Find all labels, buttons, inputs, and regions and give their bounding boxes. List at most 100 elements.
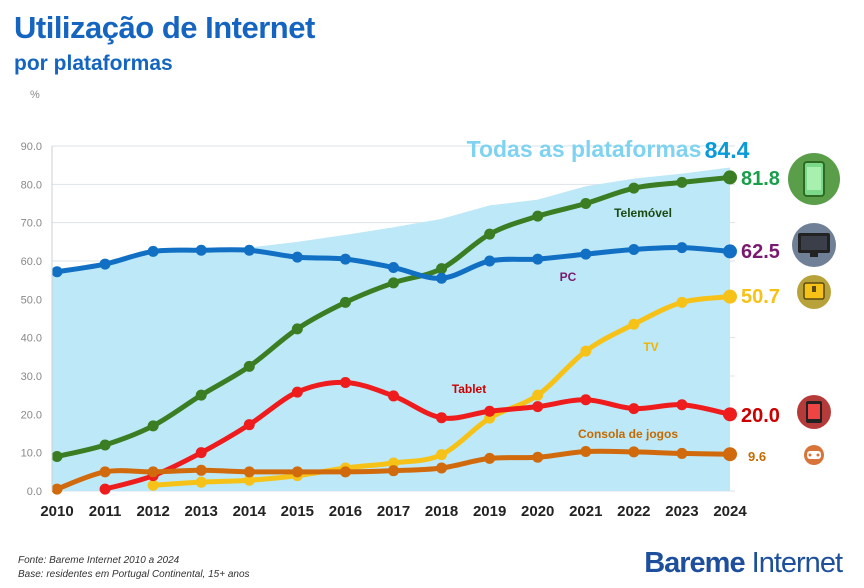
x-tick-label: 2015 bbox=[281, 503, 314, 520]
series-final-value: 9.6 bbox=[748, 449, 766, 464]
x-tick-label: 2016 bbox=[329, 503, 362, 520]
x-tick-label: 2013 bbox=[185, 503, 218, 520]
series-name-label: Telemóvel bbox=[614, 206, 672, 220]
data-point bbox=[532, 401, 544, 413]
data-point bbox=[339, 296, 351, 308]
area-all-platforms bbox=[52, 167, 730, 491]
data-point bbox=[484, 228, 496, 240]
data-point bbox=[628, 403, 640, 415]
y-tick-label: 70.0 bbox=[21, 218, 42, 230]
x-tick-label: 2017 bbox=[377, 503, 410, 520]
data-point bbox=[628, 318, 640, 330]
y-tick-label: 60.0 bbox=[21, 256, 42, 268]
y-tick-label: 50.0 bbox=[21, 294, 42, 306]
x-tick-label: 2023 bbox=[665, 503, 698, 520]
data-point bbox=[484, 405, 496, 417]
data-point bbox=[147, 479, 159, 491]
data-point bbox=[628, 182, 640, 194]
data-point bbox=[195, 244, 207, 256]
x-tick-label: 2021 bbox=[569, 503, 602, 520]
data-point bbox=[436, 462, 448, 474]
data-point bbox=[580, 345, 592, 357]
data-point bbox=[388, 390, 399, 402]
data-point bbox=[580, 394, 592, 406]
data-point bbox=[291, 386, 303, 398]
y-tick-label: 30.0 bbox=[21, 371, 42, 383]
chart-subtitle: por plataformas bbox=[14, 52, 173, 75]
data-point bbox=[532, 389, 544, 401]
data-point bbox=[291, 323, 303, 335]
data-point bbox=[291, 251, 303, 263]
series-final-value: 20.0 bbox=[741, 405, 780, 427]
data-point bbox=[580, 446, 592, 458]
series-final-value: 81.8 bbox=[741, 168, 780, 190]
data-point bbox=[243, 474, 255, 486]
footer-source: Fonte: Bareme Internet 2010 a 2024 bbox=[18, 555, 180, 566]
data-point bbox=[676, 176, 688, 188]
tv-icon bbox=[797, 275, 831, 309]
x-tick-label: 2014 bbox=[233, 503, 267, 520]
data-point bbox=[723, 289, 737, 304]
series-name-label: TV bbox=[643, 340, 658, 354]
data-point bbox=[339, 253, 351, 265]
x-tick-label: 2024 bbox=[713, 503, 747, 520]
data-point bbox=[388, 457, 399, 469]
data-point bbox=[51, 451, 63, 462]
data-point bbox=[532, 253, 544, 265]
data-point bbox=[388, 465, 399, 477]
axis-layer: 0.0 10.0 20.0 30.0 40.0 50.0 60.0 70.0 80.0 90.0 2… bbox=[21, 141, 748, 520]
data-point bbox=[195, 476, 207, 488]
data-point bbox=[147, 466, 159, 478]
x-tick-label: 2022 bbox=[617, 503, 650, 520]
x-tick-label: 2012 bbox=[136, 503, 169, 520]
x-tick-label: 2019 bbox=[473, 503, 506, 520]
data-point bbox=[99, 466, 111, 478]
computer-monitor-icon bbox=[792, 223, 836, 267]
x-tick-label: 2011 bbox=[89, 503, 122, 520]
data-point bbox=[99, 439, 111, 451]
data-point bbox=[99, 258, 111, 270]
data-point bbox=[628, 446, 640, 458]
data-point bbox=[723, 170, 737, 185]
data-point bbox=[436, 272, 448, 284]
area-layer bbox=[52, 167, 730, 491]
data-point bbox=[147, 420, 159, 432]
data-point bbox=[195, 389, 207, 401]
data-point bbox=[484, 255, 496, 267]
data-point bbox=[676, 296, 688, 308]
data-point bbox=[723, 244, 737, 259]
x-tick-label: 2018 bbox=[425, 503, 458, 520]
chart-title: Utilização de Internet bbox=[14, 10, 315, 45]
footer-base: Base: residentes em Portugal Continental… bbox=[18, 569, 250, 580]
tablet-icon bbox=[797, 395, 831, 429]
data-point bbox=[676, 399, 688, 411]
data-point bbox=[580, 198, 592, 209]
data-point bbox=[532, 451, 544, 463]
series-final-value: 62.5 bbox=[741, 241, 780, 263]
data-point bbox=[51, 266, 63, 278]
data-point bbox=[436, 263, 448, 275]
data-point bbox=[436, 412, 448, 424]
data-point bbox=[676, 447, 688, 459]
data-point bbox=[628, 244, 640, 255]
data-point bbox=[243, 419, 255, 431]
y-unit-label: % bbox=[30, 89, 40, 101]
brand-part1: Bareme bbox=[644, 547, 745, 579]
series-name-label: PC bbox=[560, 270, 577, 284]
data-point bbox=[195, 464, 207, 476]
data-point bbox=[195, 447, 207, 459]
data-point bbox=[676, 242, 688, 254]
brand-part2: Internet bbox=[751, 547, 843, 579]
area-final-value: 84.4 bbox=[705, 137, 750, 163]
gamepad-icon bbox=[804, 445, 824, 465]
y-tick-label: 40.0 bbox=[21, 333, 42, 345]
data-point bbox=[339, 466, 351, 478]
series-final-value: 50.7 bbox=[741, 286, 780, 308]
data-point bbox=[339, 377, 351, 389]
data-point bbox=[388, 262, 399, 274]
y-tick-label: 10.0 bbox=[21, 448, 42, 460]
data-point bbox=[484, 452, 496, 464]
data-point bbox=[291, 466, 303, 478]
series-name-label: Consola de jogos bbox=[578, 427, 678, 441]
